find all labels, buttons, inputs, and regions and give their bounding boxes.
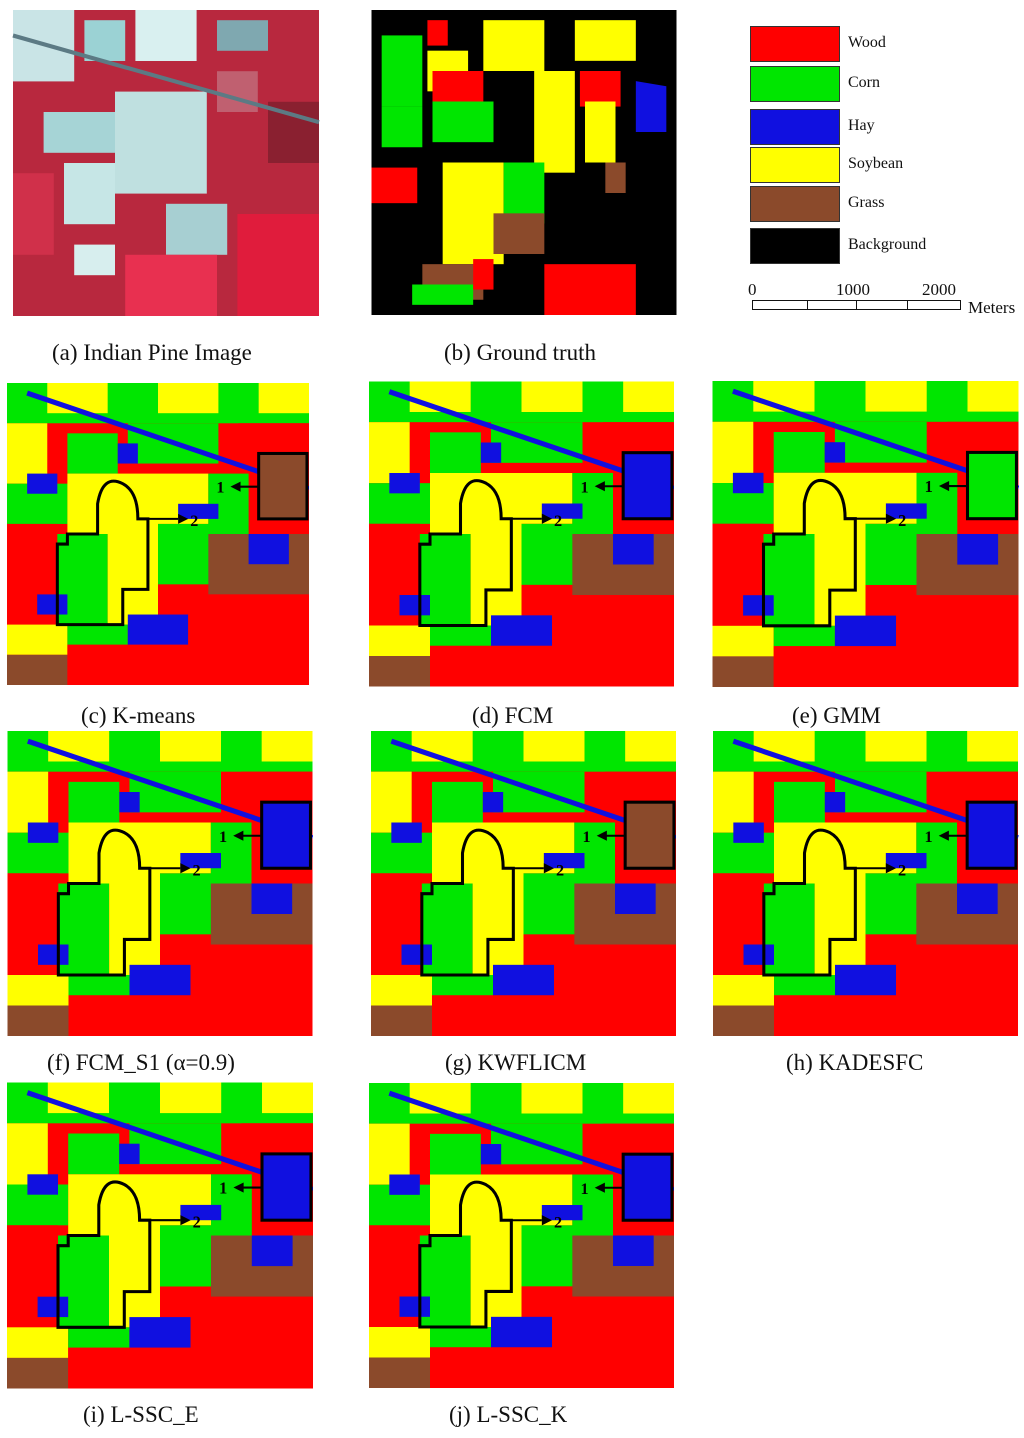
kadesfc-map: 21 [713, 731, 1019, 1036]
grass-swatch [750, 186, 840, 222]
caption-f: (f) FCM_S1 (α=0.9) [47, 1050, 235, 1075]
caption-g: (g) KWFLICM [445, 1050, 587, 1075]
kwflicm-map: 21 [371, 731, 676, 1036]
soybean-swatch [750, 147, 840, 183]
svg-text:1: 1 [580, 478, 588, 496]
wood-swatch [750, 26, 840, 62]
scale-segment [907, 300, 961, 310]
caption-e: (e) GMM [792, 703, 881, 728]
hay-swatch [750, 109, 840, 145]
scale-bar: 0 1000 2000 Meters [748, 280, 1022, 320]
svg-text:2: 2 [554, 1213, 562, 1231]
scale-unit: Meters [968, 298, 1016, 317]
legend-label: Wood [848, 34, 886, 51]
legend-label: Soybean [848, 155, 904, 172]
scale-segment [856, 300, 908, 310]
fcm-map: 21 [369, 381, 674, 687]
l-ssc-k-map: 21 [369, 1083, 674, 1388]
caption-j: (j) L-SSC_K [449, 1402, 568, 1427]
svg-text:2: 2 [554, 512, 562, 530]
caption-c: (c) K-means [81, 703, 196, 728]
caption-d: (d) FCM [472, 703, 554, 728]
svg-text:1: 1 [219, 828, 227, 846]
svg-text:2: 2 [193, 1212, 201, 1231]
caption-a: (a) Indian Pine Image [52, 340, 252, 365]
svg-text:2: 2 [898, 511, 906, 530]
legend-label: Hay [848, 117, 875, 134]
svg-text:2: 2 [190, 513, 198, 530]
svg-text:1: 1 [582, 828, 590, 846]
svg-text:2: 2 [556, 861, 564, 879]
caption-i: (i) L-SSC_E [83, 1402, 199, 1427]
scale-segment [752, 300, 808, 310]
legend-label: Background [848, 236, 927, 253]
kmeans-map: 21 [7, 383, 309, 685]
ground-truth-map: (b) Ground truth [371, 10, 677, 365]
scale-tick: 1000 [836, 280, 870, 299]
scale-tick: 0 [748, 280, 757, 299]
legend-label: Grass [848, 194, 885, 211]
fcm-s1-map: 21 [7, 731, 313, 1036]
svg-text:2: 2 [898, 861, 906, 879]
svg-text:2: 2 [193, 861, 201, 879]
background-swatch [750, 228, 840, 264]
indian-pine-image: (a) Indian Pine Image [12, 10, 320, 365]
svg-text:1: 1 [925, 477, 933, 496]
legend-label: Corn [848, 74, 880, 91]
svg-text:1: 1 [219, 1179, 227, 1198]
scale-segment [807, 300, 857, 310]
svg-text:1: 1 [924, 828, 932, 846]
caption-b: (b) Ground truth [444, 340, 597, 365]
svg-text:1: 1 [580, 1180, 588, 1198]
corn-swatch [750, 66, 840, 102]
gmm-map: 21 [712, 381, 1019, 687]
svg-text:1: 1 [216, 480, 224, 497]
scale-tick: 2000 [922, 280, 956, 299]
l-ssc-e-map: 21 [7, 1082, 313, 1389]
caption-h: (h) KADESFC [786, 1050, 924, 1075]
